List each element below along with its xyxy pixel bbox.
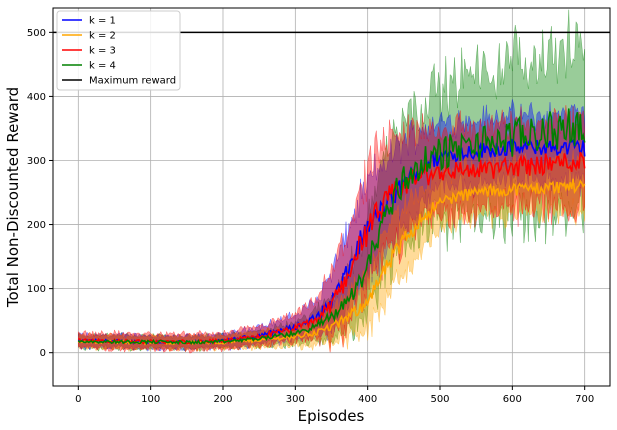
x-tick-label: 200 bbox=[213, 394, 232, 405]
y-tick-label: 200 bbox=[27, 220, 46, 231]
band-k-2 bbox=[78, 145, 585, 353]
x-tick-label: 700 bbox=[575, 394, 594, 405]
y-axis-title: Total Non-Discounted Reward bbox=[4, 87, 22, 308]
legend-label: k = 1 bbox=[89, 16, 116, 27]
legend-label: Maximum reward bbox=[89, 76, 176, 87]
x-tick-label: 500 bbox=[430, 394, 449, 405]
y-tick-label: 400 bbox=[27, 92, 46, 103]
y-tick-label: 500 bbox=[27, 28, 46, 39]
x-axis-title: Episodes bbox=[298, 407, 365, 425]
line-k-3 bbox=[78, 151, 586, 346]
x-tick-label: 0 bbox=[75, 394, 81, 405]
x-tick-label: 100 bbox=[141, 394, 160, 405]
y-tick-label: 0 bbox=[40, 348, 46, 359]
x-tick-label: 300 bbox=[286, 394, 305, 405]
y-ticks: 0 100 200 300 400 500 bbox=[27, 28, 53, 359]
line-k-4 bbox=[77, 108, 586, 346]
x-tick-label: 400 bbox=[358, 394, 377, 405]
x-tick-label: 600 bbox=[503, 394, 522, 405]
x-ticks: 0 100 200 300 400 500 600 700 bbox=[75, 386, 594, 405]
legend-label: k = 4 bbox=[89, 61, 116, 72]
legend-box bbox=[56, 10, 181, 91]
legend-label: k = 2 bbox=[89, 31, 116, 42]
y-tick-label: 100 bbox=[27, 284, 46, 295]
y-tick-label: 300 bbox=[27, 156, 46, 167]
legend: k = 1 k = 2 k = 3 k = 4 Maximum reward bbox=[56, 10, 181, 91]
plot-frame bbox=[52, 7, 611, 387]
legend-label: k = 3 bbox=[89, 46, 116, 57]
